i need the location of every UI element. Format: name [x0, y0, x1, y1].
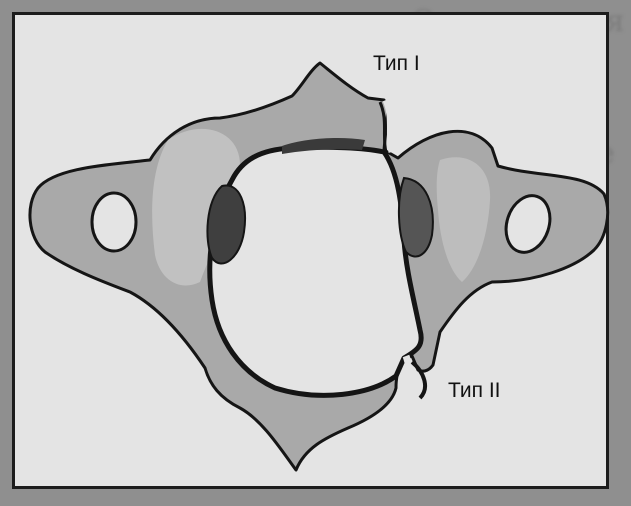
- type-1-fracture-edge: [378, 101, 388, 153]
- right-articular-facet: [397, 176, 434, 258]
- anterior-arch-shadow: [282, 138, 365, 154]
- type-1-fracture-line: [382, 98, 396, 153]
- type-2-label: Тип II: [448, 379, 501, 402]
- right-lateral-mass-highlight: [436, 157, 491, 282]
- left-articular-facet: [206, 184, 246, 265]
- left-transverse-foramen: [90, 191, 138, 253]
- left-lateral-mass-highlight: [152, 128, 240, 286]
- type-2-fracture-edge: [410, 360, 428, 400]
- right-transverse-foramen: [504, 194, 552, 254]
- vertebral-foramen: [207, 144, 424, 398]
- type-2-fracture-line: [402, 354, 418, 405]
- type-1-label: Тип I: [373, 52, 420, 75]
